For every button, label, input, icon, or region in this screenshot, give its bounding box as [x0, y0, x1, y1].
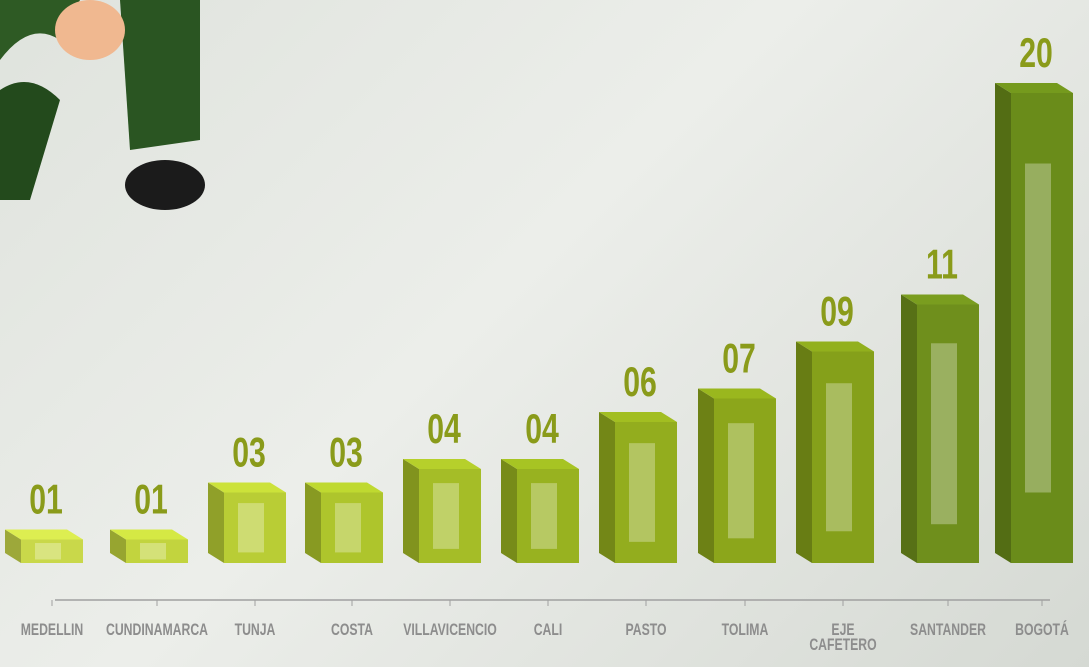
bar-highlight	[238, 503, 264, 552]
bar-side	[698, 389, 714, 564]
value-label: 01	[134, 476, 168, 523]
bar-side	[403, 459, 419, 563]
value-label: 07	[722, 335, 756, 382]
value-label: 20	[1019, 29, 1053, 76]
bar-side	[208, 483, 224, 564]
bar-side	[901, 295, 917, 564]
category-label: SANTANDER	[910, 622, 986, 637]
value-label: 04	[427, 405, 461, 452]
value-label: 04	[525, 405, 559, 452]
bar-highlight	[931, 343, 957, 524]
bar-highlight	[335, 503, 361, 552]
bar-side	[995, 83, 1011, 563]
category-label: EJE CAFETERO	[809, 622, 876, 652]
category-label: MEDELLIN	[21, 622, 84, 637]
value-label: 06	[623, 358, 657, 405]
category-label: CALI	[534, 622, 563, 637]
category-label: VILLAVICENCIO	[403, 622, 497, 637]
bar-highlight	[531, 483, 557, 549]
category-label: TUNJA	[235, 622, 276, 637]
bar-highlight	[140, 543, 166, 559]
value-label: 03	[232, 429, 266, 476]
chart: 01 01 03 03 04 04 06 07 09 11 20 MEDELLIN CUNDINAMA…	[0, 0, 1089, 667]
value-label: 11	[926, 241, 958, 288]
bar-highlight	[629, 443, 655, 542]
category-label: PASTO	[625, 622, 666, 637]
bar-highlight	[433, 483, 459, 549]
value-label: 01	[29, 476, 63, 523]
category-label: TOLIMA	[722, 622, 769, 637]
bar-highlight	[728, 423, 754, 538]
bar-side	[796, 342, 812, 564]
value-label: 09	[820, 288, 854, 335]
chart-canvas: 01 01 03 03 04 04 06 07 09 11 20	[0, 0, 1089, 667]
bar-side	[599, 412, 615, 563]
value-label: 03	[329, 429, 363, 476]
category-label: COSTA	[331, 622, 373, 637]
bar-side	[501, 459, 517, 563]
character-legs	[0, 0, 205, 210]
bar-highlight	[1025, 164, 1051, 493]
category-label: CUNDINAMARCA	[106, 622, 208, 637]
bar-side	[305, 483, 321, 564]
bar-highlight	[826, 383, 852, 531]
category-label: BOGOTÁ	[1015, 622, 1069, 637]
bar-highlight	[35, 543, 61, 559]
